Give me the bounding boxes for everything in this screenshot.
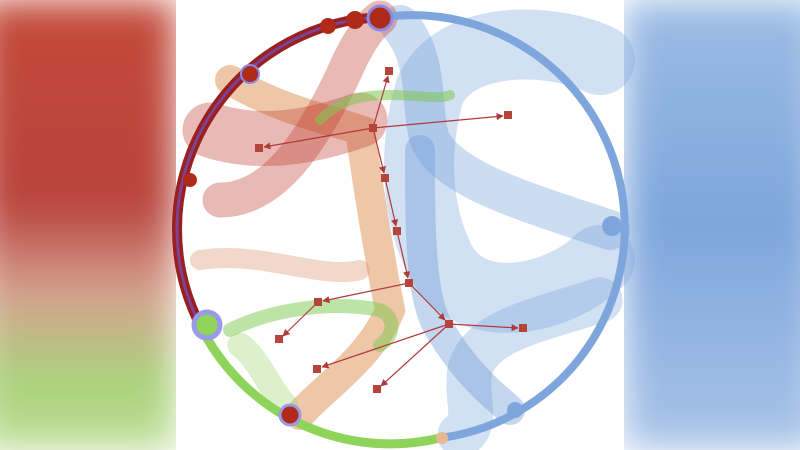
arrow xyxy=(396,230,411,279)
green-bundle xyxy=(227,332,298,418)
blue-bundle xyxy=(437,277,623,450)
arrow xyxy=(448,323,519,332)
cluster-node xyxy=(313,365,321,373)
arrow xyxy=(263,127,374,150)
arrows xyxy=(263,75,519,387)
cluster-node xyxy=(255,144,263,152)
node xyxy=(346,11,364,29)
cluster-node xyxy=(393,227,401,235)
node xyxy=(191,309,223,341)
arrow xyxy=(372,127,386,174)
node xyxy=(366,4,394,32)
edge-bundles xyxy=(182,0,635,450)
cluster-node xyxy=(519,324,527,332)
cluster-node xyxy=(373,385,381,393)
blue-bundle xyxy=(380,5,630,250)
green-bundle xyxy=(223,299,399,352)
green-bundle xyxy=(315,89,455,125)
blue-bundle xyxy=(405,135,525,425)
red-bundle xyxy=(182,92,388,167)
arrow xyxy=(408,282,446,321)
cluster-node xyxy=(275,335,283,343)
cluster-nodes xyxy=(255,67,527,393)
blurred-left-panel xyxy=(0,0,176,450)
cluster-node xyxy=(405,279,413,287)
blue-node-arc xyxy=(384,11,629,442)
arrow xyxy=(384,177,399,227)
arrow xyxy=(282,301,319,337)
arrow xyxy=(380,323,450,387)
arrow xyxy=(372,113,504,129)
cluster-node xyxy=(369,124,377,132)
node xyxy=(436,432,448,444)
node xyxy=(602,216,622,236)
node xyxy=(278,403,302,427)
node xyxy=(320,18,336,34)
orange-bundle xyxy=(215,65,406,430)
arrow xyxy=(372,75,390,129)
node xyxy=(507,402,523,418)
arrow xyxy=(322,282,410,304)
cluster-node xyxy=(504,111,512,119)
node xyxy=(183,173,197,187)
node xyxy=(240,64,260,84)
green-node-arc xyxy=(195,323,442,449)
orange-bundle xyxy=(190,247,370,283)
arrow xyxy=(321,323,450,369)
cluster-node xyxy=(385,67,393,75)
cluster-node xyxy=(314,298,322,306)
blurred-right-panel xyxy=(624,0,800,450)
node-ring xyxy=(172,4,629,449)
red-bundle xyxy=(202,0,398,218)
cluster-node xyxy=(445,320,453,328)
cluster-node xyxy=(381,174,389,182)
